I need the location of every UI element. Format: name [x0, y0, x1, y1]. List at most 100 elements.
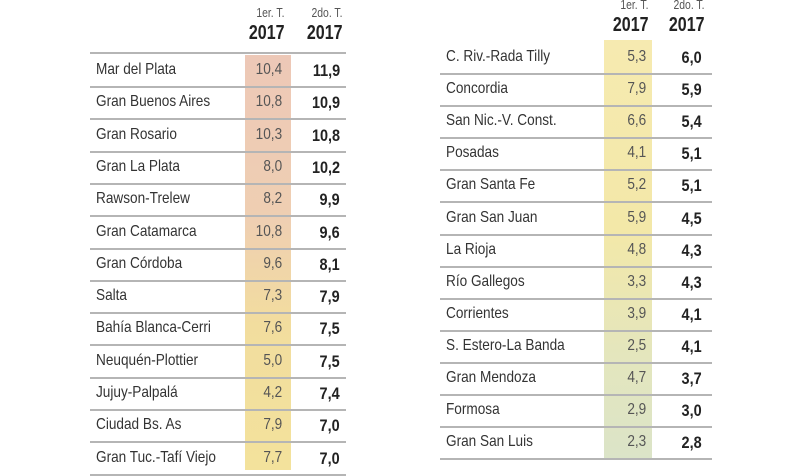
col2-header: 2do. T. 2017 [306, 5, 342, 44]
city-name: La Rioja [446, 240, 496, 258]
city-name: Gran Mendoza [446, 369, 536, 386]
table-row: Formosa 2,9 3,0 [440, 394, 712, 429]
city-name: Gran Córdoba [96, 254, 183, 272]
first-quarter-value: 4,7 [627, 369, 646, 386]
table-row: Gran Buenos Aires 10,8 10,9 [90, 86, 346, 121]
city-name: Bahía Blanca-Cerri [96, 319, 211, 337]
second-quarter-value: 8,1 [319, 254, 340, 274]
first-quarter-value: 3,3 [627, 272, 646, 290]
first-quarter-value: 8,0 [263, 157, 282, 175]
city-name: Gran San Juan [446, 208, 538, 226]
second-quarter-value: 5,9 [681, 80, 702, 100]
city-name: C. Riv.-Rada Tilly [446, 48, 551, 65]
first-quarter-value: 2,9 [627, 401, 646, 419]
table-row: Gran La Plata 8,0 10,2 [90, 151, 346, 185]
first-quarter-value: 4,8 [627, 240, 646, 258]
first-quarter-value: 2,5 [627, 336, 646, 354]
first-quarter-value: 7,9 [627, 80, 646, 98]
table-row: Gran San Juan 5,9 4,5 [440, 202, 712, 236]
city-name: Ciudad Bs. As [96, 416, 182, 434]
city-name: San Nic.-V. Const. [446, 112, 557, 130]
col1-header: 1er. T. 2017 [612, 0, 648, 36]
right-table: 1er. T. 2017 2do. T. 2017 C. Riv.-Rada T… [440, 0, 712, 461]
second-quarter-value: 7,5 [319, 319, 340, 339]
second-quarter-value: 5,1 [681, 144, 702, 164]
first-quarter-value: 5,2 [627, 176, 646, 194]
second-quarter-value: 5,1 [681, 176, 702, 196]
left-table: 1er. T. 2017 2do. T. 2017 Mar del Plata 1… [90, 0, 346, 476]
col2-header: 2do. T. 2017 [668, 0, 704, 36]
table-row: S. Estero-La Banda 2,5 4,1 [440, 330, 712, 364]
table-row: C. Riv.-Rada Tilly 5,3 6,0 [440, 41, 712, 75]
second-quarter-value: 7,5 [319, 351, 340, 371]
city-name: Posadas [446, 144, 499, 162]
table-row: Gran Córdoba 9,6 8,1 [90, 248, 346, 282]
second-quarter-value: 10,2 [311, 157, 340, 177]
table-row: La Rioja 4,8 4,3 [440, 234, 712, 268]
first-quarter-value: 6,6 [627, 112, 646, 130]
second-quarter-value: 9,6 [319, 222, 340, 242]
table-row: Gran San Luis 2,3 2,8 [440, 426, 712, 461]
city-name: Gran Tuc.-Tafí Viejo [96, 448, 216, 466]
table-row: Corrientes 3,9 4,1 [440, 298, 712, 332]
table-row: Mar del Plata 10,4 11,9 [90, 54, 346, 88]
table-row: Gran Mendoza 4,7 3,7 [440, 362, 712, 396]
second-quarter-value: 4,1 [681, 304, 702, 324]
first-quarter-value: 10,8 [255, 93, 282, 111]
table-row: Gran Catamarca 10,8 9,6 [90, 216, 346, 250]
first-quarter-value: 7,9 [263, 416, 282, 434]
first-quarter-column-highlight [604, 40, 652, 460]
second-quarter-value: 7,4 [319, 384, 340, 403]
city-name: Concordia [446, 80, 508, 98]
table-row: San Nic.-V. Const. 6,6 5,4 [440, 105, 712, 140]
first-quarter-value: 3,9 [627, 304, 646, 322]
table-row: Río Gallegos 3,3 4,3 [440, 266, 712, 300]
second-quarter-value: 10,8 [311, 125, 340, 145]
city-name: Río Gallegos [446, 272, 525, 290]
second-quarter-value: 10,9 [311, 93, 340, 113]
city-name: Gran Santa Fe [446, 176, 536, 194]
first-quarter-value: 10,3 [255, 125, 282, 143]
table-row: Neuquén-Plottier 5,0 7,5 [90, 345, 346, 379]
city-name: Gran La Plata [96, 157, 180, 175]
city-name: Neuquén-Plottier [96, 351, 199, 369]
city-name: Salta [96, 287, 127, 305]
table-row: Ciudad Bs. As 7,9 7,0 [90, 409, 346, 444]
table-row: Jujuy-Palpalá 4,2 7,4 [90, 377, 346, 411]
city-name: Corrientes [446, 304, 509, 322]
second-quarter-value: 11,9 [312, 61, 340, 80]
first-quarter-value: 10,4 [255, 61, 282, 78]
second-quarter-value: 7,0 [319, 416, 340, 436]
second-quarter-value: 5,4 [681, 112, 702, 132]
table-row: Gran Rosario 10,3 10,8 [90, 119, 346, 153]
first-quarter-value: 7,7 [263, 448, 282, 466]
city-name: Gran Buenos Aires [96, 93, 211, 111]
second-quarter-value: 2,8 [681, 433, 702, 453]
city-name: Formosa [446, 401, 500, 419]
first-quarter-value: 2,3 [627, 433, 646, 451]
first-quarter-value: 4,2 [263, 384, 282, 401]
first-quarter-value: 8,2 [263, 190, 282, 208]
first-quarter-value: 9,6 [263, 254, 282, 272]
first-quarter-value: 5,0 [263, 351, 282, 369]
first-quarter-value: 5,3 [627, 48, 646, 65]
table-row: Bahía Blanca-Cerri 7,6 7,5 [90, 312, 346, 347]
table-row: Rawson-Trelew 8,2 9,9 [90, 183, 346, 218]
first-quarter-value: 10,8 [255, 222, 282, 240]
city-name: Gran San Luis [446, 433, 533, 451]
second-quarter-value: 3,7 [681, 369, 702, 388]
table-row: Salta 7,3 7,9 [90, 280, 346, 315]
city-name: Gran Catamarca [96, 222, 197, 240]
second-quarter-value: 4,5 [681, 208, 702, 228]
second-quarter-value: 9,9 [319, 190, 340, 210]
city-name: S. Estero-La Banda [446, 336, 565, 354]
header-divider [90, 52, 346, 54]
city-name: Mar del Plata [96, 61, 177, 78]
table-row: Concordia 7,9 5,9 [440, 73, 712, 108]
city-name: Jujuy-Palpalá [96, 384, 178, 401]
first-quarter-value: 7,6 [263, 319, 282, 337]
table-row: Gran Santa Fe 5,2 5,1 [440, 169, 712, 204]
table-row: Gran Tuc.-Tafí Viejo 7,7 7,0 [90, 442, 346, 476]
first-quarter-column-highlight [245, 55, 291, 470]
city-name: Rawson-Trelew [96, 190, 190, 208]
